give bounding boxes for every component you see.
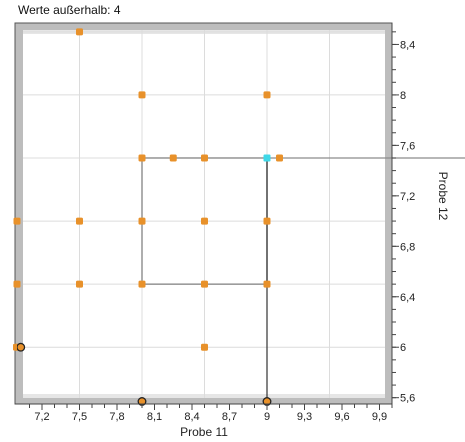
data-point — [138, 154, 146, 162]
x-tick-label: 8,7 — [222, 411, 237, 423]
y-tick-label: 5,6 — [400, 393, 415, 405]
data-point — [76, 217, 83, 225]
data-point — [138, 91, 146, 99]
x-axis-ticks: 7,2 7,5 7,8 8,1 8,4 8,7 9 9,3 9,6 9,9 — [15, 403, 393, 423]
y-axis-ticks: 5,6 6 6,4 6,8 7,2 7,6 8 8,4 — [391, 23, 415, 405]
y-tick-label: 6 — [400, 342, 406, 354]
data-point — [276, 154, 283, 162]
x-tick-label: 7,2 — [34, 411, 49, 423]
x-tick-label: 9,6 — [334, 411, 349, 423]
data-point — [13, 280, 21, 288]
data-point — [263, 280, 271, 288]
x-tick-label: 9,3 — [297, 411, 312, 423]
y-tick-label: 7,6 — [400, 140, 415, 152]
edge-point — [13, 344, 17, 351]
y-axis-title: Probe 12 — [436, 172, 450, 221]
y-tick-label: 8,4 — [400, 39, 415, 51]
data-point — [13, 217, 21, 225]
x-tick-label: 9 — [264, 411, 270, 423]
data-point — [201, 154, 208, 162]
outside-value-point — [16, 342, 26, 352]
y-tick-label: 7,2 — [400, 191, 415, 203]
data-point — [201, 280, 208, 288]
x-axis-title: Probe 11 — [180, 425, 228, 439]
outside-values-note: Werte außerhalb: 4 — [18, 3, 121, 17]
y-tick-label: 8 — [400, 90, 406, 102]
data-point — [201, 217, 208, 225]
data-point — [263, 217, 271, 225]
x-tick-label: 8,4 — [184, 411, 199, 423]
data-point — [76, 280, 83, 288]
highlighted-point — [263, 154, 271, 162]
data-point — [76, 28, 83, 36]
y-tick-label: 6,4 — [400, 292, 415, 304]
x-tick-label: 7,5 — [72, 411, 87, 423]
y-tick-label: 6,8 — [400, 241, 415, 253]
data-point — [138, 280, 146, 288]
x-tick-label: 7,8 — [109, 411, 124, 423]
x-tick-label: 9,9 — [372, 411, 387, 423]
x-tick-label: 8,1 — [147, 411, 162, 423]
data-point — [138, 217, 146, 225]
data-point — [263, 91, 271, 99]
data-point — [169, 154, 177, 162]
data-points — [13, 28, 283, 406]
data-point — [201, 343, 208, 351]
